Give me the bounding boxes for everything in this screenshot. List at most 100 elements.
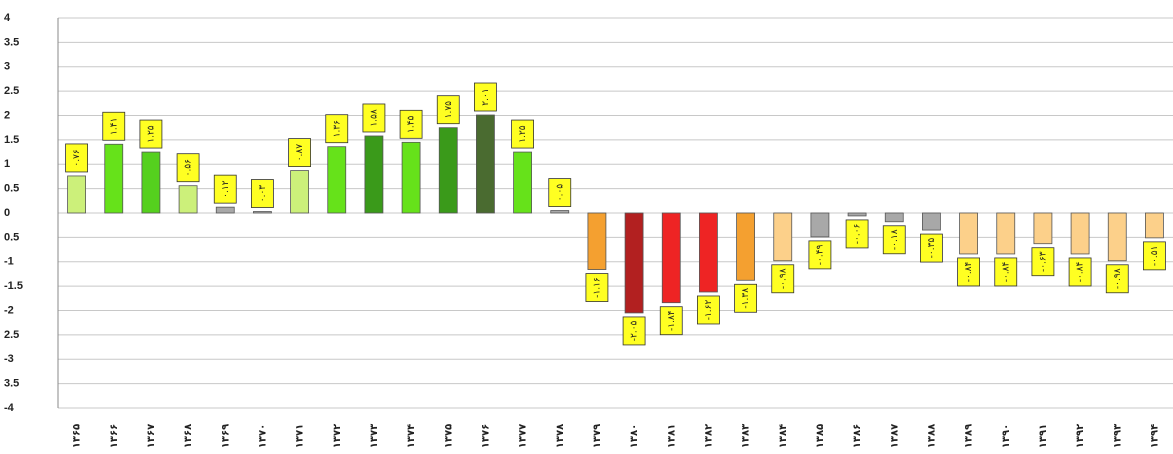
value-label: -۱.۸۴ — [667, 310, 677, 331]
value-label: -۰.۹۸ — [1113, 268, 1123, 289]
x-tick-label: ۱۳۸۶ — [852, 424, 863, 448]
value-label: ۱.۴۵ — [407, 115, 417, 133]
x-tick-label: ۱۳۸۹ — [964, 424, 975, 448]
bar — [625, 213, 643, 313]
x-tick-label: ۱۳۷۸ — [555, 424, 566, 448]
x-tick-label: ۱۳۶۹ — [220, 424, 231, 448]
bar — [960, 213, 978, 254]
y-tick-label: -2 — [4, 304, 14, 316]
x-tick-label: ۱۳۸۳ — [741, 424, 752, 448]
y-tick-label: 0.5 — [4, 183, 19, 195]
bar — [402, 142, 420, 213]
value-label: -۰.۸۴ — [1076, 261, 1086, 282]
y-tick-label: -1.5 — [4, 280, 23, 292]
bar — [1108, 213, 1126, 261]
bar — [105, 144, 123, 213]
bar — [1145, 213, 1163, 238]
x-tick-label: ۱۳۸۸ — [926, 424, 937, 448]
chart: -43.5-32.5-2-1.5-10.500.511.522.533.54۱۳… — [0, 0, 1173, 454]
value-label: ۱.۲۵ — [146, 125, 156, 143]
x-tick-label: ۱۳۸۴ — [778, 424, 789, 448]
bar — [848, 213, 866, 216]
value-label: -۰.۸۴ — [1001, 261, 1011, 282]
x-tick-label: ۱۳۷۴ — [406, 424, 417, 448]
value-label: ۰.۷۶ — [72, 149, 82, 167]
bar — [476, 115, 494, 213]
y-tick-label: 4 — [4, 12, 11, 24]
value-label: ۱.۲۵ — [518, 125, 528, 143]
x-tick-label: ۱۳۷۲ — [332, 424, 343, 448]
value-label: ۰.۵۶ — [184, 159, 194, 177]
y-tick-label: -4 — [4, 402, 15, 414]
bar — [142, 152, 160, 213]
bar — [737, 213, 755, 280]
bar — [439, 128, 457, 213]
bar — [551, 211, 569, 213]
y-tick-label: 3 — [4, 61, 10, 73]
bar — [179, 186, 197, 213]
value-label: -۲.۰۵ — [630, 320, 640, 341]
x-tick-label: ۱۳۶۵ — [72, 424, 83, 448]
value-label: -۰.۹۸ — [778, 268, 788, 289]
x-tick-label: ۱۳۹۰ — [1001, 424, 1012, 448]
bar — [699, 213, 717, 292]
x-tick-label: ۱۳۷۰ — [257, 424, 268, 448]
value-label: ۱.۷۵ — [444, 101, 454, 119]
x-tick-label: ۱۳۹۱ — [1038, 424, 1049, 448]
x-tick-label: ۱۳۸۲ — [703, 424, 714, 448]
x-tick-label: ۱۳۷۳ — [369, 424, 380, 448]
x-tick-label: ۱۳۸۵ — [815, 424, 826, 448]
x-tick-label: ۱۳۷۱ — [295, 424, 306, 448]
x-tick-label: ۱۳۷۵ — [443, 424, 454, 448]
value-label: -۰.۵۱ — [1150, 246, 1160, 267]
y-tick-label: 1.5 — [4, 134, 19, 146]
y-tick-label: 2.5 — [4, 329, 19, 341]
bar — [253, 212, 271, 213]
x-tick-label: ۱۳۶۷ — [146, 424, 157, 448]
value-label: ۱.۵۸ — [369, 109, 379, 127]
y-tick-label: 2.5 — [4, 85, 19, 97]
bar — [774, 213, 792, 261]
bar — [997, 213, 1015, 254]
bar — [662, 213, 680, 303]
y-tick-label: 3.5 — [4, 378, 19, 390]
y-tick-label: 2 — [4, 109, 10, 121]
bar — [1071, 213, 1089, 254]
bar — [885, 213, 903, 222]
value-label: ۱.۳۶ — [332, 120, 342, 138]
x-tick-label: ۱۳۷۹ — [592, 424, 603, 448]
x-tick-label: ۱۳۶۶ — [109, 424, 120, 448]
bar — [922, 213, 940, 230]
value-label: ۰.۸۷ — [295, 144, 305, 162]
value-label: -۱.۶۲ — [704, 300, 714, 321]
x-tick-label: ۱۳۹۲ — [1075, 424, 1086, 448]
bar — [588, 213, 606, 270]
y-tick-label: -3 — [4, 353, 14, 365]
value-label: -۱.۱۶ — [592, 277, 602, 298]
value-label: -۱.۳۸ — [741, 288, 751, 309]
value-label: ۱.۴۱ — [109, 118, 119, 135]
bar — [68, 176, 86, 213]
x-tick-label: ۱۳۹۴ — [1149, 424, 1160, 448]
bar — [365, 136, 383, 213]
bar — [216, 207, 234, 213]
value-label: ۰.۰۵ — [555, 184, 565, 202]
y-tick-label: -1 — [4, 256, 14, 268]
x-tick-label: ۱۳۹۳ — [1112, 424, 1123, 448]
x-tick-label: ۱۳۷۶ — [480, 424, 491, 448]
value-label: ۰.۱۲ — [221, 180, 231, 198]
value-label: -۰.۰۶ — [853, 223, 863, 244]
bar — [811, 213, 829, 237]
x-tick-label: ۱۳۷۷ — [518, 424, 529, 448]
y-tick-label: 0.5 — [4, 231, 19, 243]
x-tick-label: ۱۳۶۸ — [183, 424, 194, 448]
value-label: ۰.۰۳ — [258, 185, 268, 203]
x-tick-label: ۱۳۸۰ — [629, 424, 640, 448]
bar — [514, 152, 532, 213]
y-tick-label: 0 — [4, 207, 10, 219]
value-label: -۰.۶۳ — [1038, 251, 1048, 272]
x-tick-label: ۱۳۸۱ — [666, 424, 677, 448]
value-label: -۰.۱۸ — [890, 229, 900, 250]
value-label: -۰.۴۹ — [815, 244, 825, 265]
value-label: -۰.۸۴ — [964, 261, 974, 282]
